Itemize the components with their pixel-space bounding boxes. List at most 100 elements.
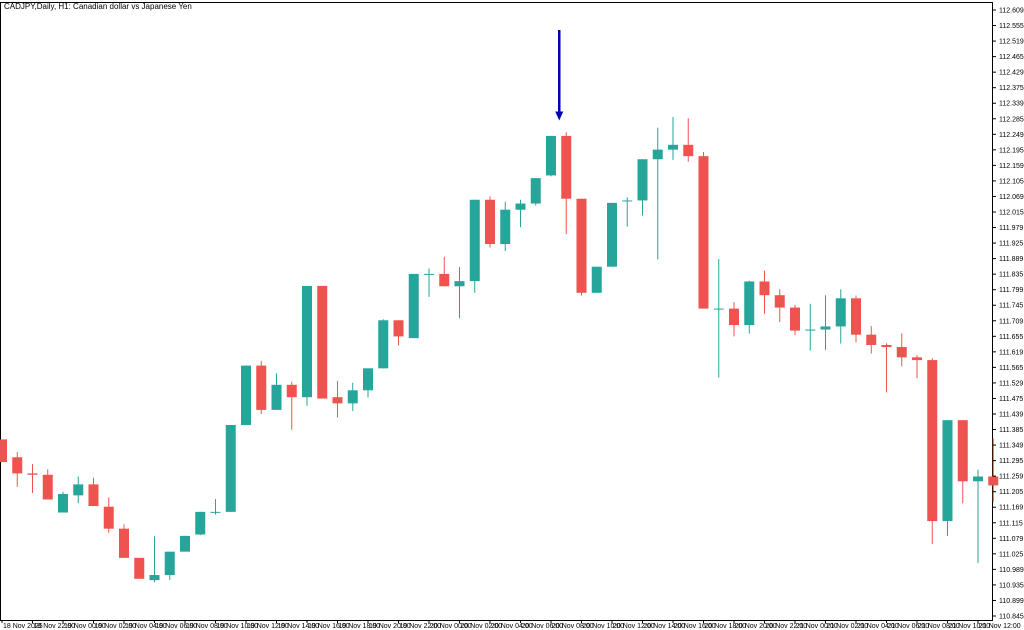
candle-body [973,476,983,482]
x-tick-label: 20 Nov 08:00 [552,623,594,630]
candle [210,499,221,515]
candle-body [12,457,23,474]
candle [988,438,999,503]
candle [546,135,556,177]
y-tick-label: 111.709 [999,318,1023,325]
candle [241,365,251,425]
candle-body [454,281,465,287]
y-tick-label: 112.339 [999,101,1024,108]
y-tick-label: 111.655 [999,334,1023,341]
y-tick-label: 110.899 [999,598,1024,605]
x-tick-label: 21 Nov 00:00 [796,623,838,630]
candle [957,420,968,504]
y-tick-label: 111.565 [999,365,1023,372]
x-tick-label: 19 Nov 10:00 [217,623,259,630]
x-tick-label: 20 Nov 04:00 [491,623,533,630]
candle-body [485,199,495,245]
candle-body [500,209,511,245]
candle-body [988,476,999,486]
x-tick-label: 20 Nov 00:00 [430,623,472,630]
candle [12,452,23,487]
candle-body [149,575,160,581]
y-tick-label: 112.465 [999,54,1024,61]
candle-body [88,484,99,507]
x-tick-label: 20 Nov 02:00 [461,623,503,630]
x-tick-label: 21 Nov 06:00 [888,623,930,630]
candle-body [469,199,480,282]
candle-body [530,178,541,204]
candle [119,524,129,558]
candle-body [835,298,846,327]
x-tick-label: 20 Nov 10:00 [583,623,625,630]
candle [881,343,892,393]
candle [347,382,358,411]
y-tick-label: 111.115 [999,520,1023,527]
y-tick-label: 112.195 [999,147,1024,154]
arrow-head [555,111,564,121]
y-tick-label: 111.295 [999,458,1023,465]
candle [820,295,831,351]
candle [973,469,983,564]
candle-body [332,397,343,404]
candle-body [439,273,450,287]
y-tick-label: 111.925 [999,241,1023,248]
x-tick-label: 21 Nov 04:00 [857,623,899,630]
y-tick-label: 112.069 [999,194,1024,201]
y-tick-label: 112.285 [999,116,1024,123]
candle-body [637,159,648,201]
candle [607,202,617,267]
y-tick-label: 110.845 [999,614,1024,621]
x-tick-label: 19 Nov 18:00 [339,623,381,630]
candle [576,198,587,296]
candle [378,319,389,369]
candle-body [134,557,145,579]
candle [591,266,602,293]
candle [530,178,541,206]
candle-body [561,135,572,199]
candle-body [683,144,694,157]
candle-body [881,344,892,348]
y-tick-label: 111.349 [999,443,1023,450]
candle [683,118,694,162]
candle-body [408,273,419,339]
candle [896,333,907,367]
candle [317,285,328,399]
candle-body [180,535,190,552]
y-tick-label: 112.609 [999,8,1024,15]
x-tick-label: 19 Nov 16:00 [308,623,350,630]
annotation-arrow [555,30,564,121]
y-tick-label: 111.745 [999,303,1023,310]
candle [500,201,511,251]
y-tick-label: 111.619 [999,349,1023,356]
candle-body [225,424,236,512]
candle [942,420,953,536]
x-tick-label: 18 Nov 2025 [3,623,43,630]
candle [912,355,922,379]
candle-body [0,439,7,463]
candle-body [790,307,800,331]
x-tick-label: 19 Nov 00:00 [64,623,106,630]
plot-frame [0,2,993,621]
candle-body [774,295,785,308]
y-tick-label: 111.025 [999,551,1023,558]
candle-body [713,308,724,310]
candle-body [668,144,678,150]
x-tick-label: 19 Nov 02:00 [95,623,137,630]
candle [195,511,206,536]
candle-body [866,334,877,345]
candle-body [42,474,53,500]
y-tick-label: 112.555 [999,23,1024,30]
candle-body [363,368,373,391]
candle-body [119,528,129,558]
candle [0,439,7,463]
y-tick-label: 111.259 [999,474,1023,481]
y-tick-label: 111.385 [999,427,1023,434]
candle [424,268,434,297]
y-tick-label: 111.205 [999,489,1023,496]
x-tick-label: 19 Nov 08:00 [186,623,228,630]
candle [729,302,739,337]
candle-body [576,198,587,293]
candle-body [393,320,404,337]
chart-title: CADJPY,Daily, H1: Canadian dollar vs Jap… [4,2,192,11]
candle [134,557,145,579]
